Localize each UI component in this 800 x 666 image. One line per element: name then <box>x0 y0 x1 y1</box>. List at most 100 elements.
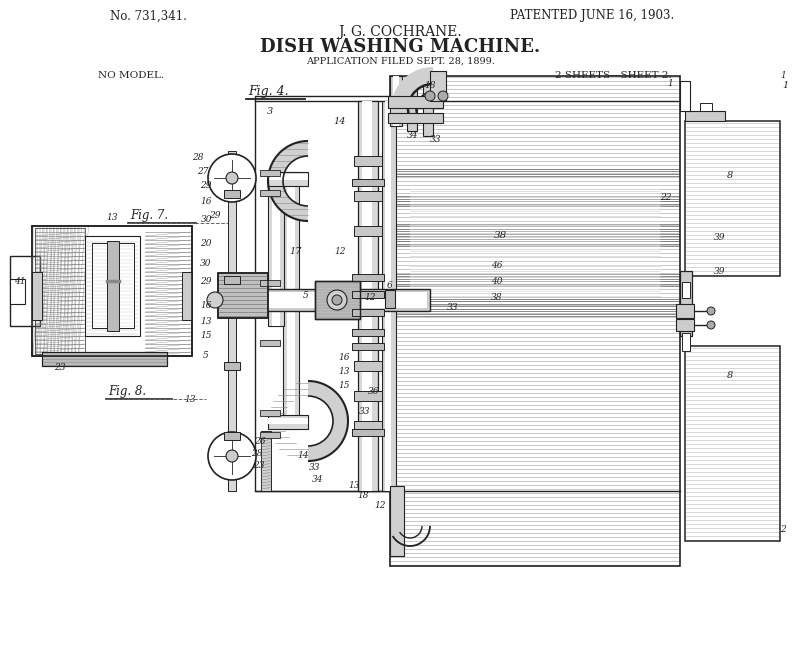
Bar <box>676 319 694 331</box>
Text: 3: 3 <box>267 107 273 115</box>
Bar <box>224 362 240 370</box>
Bar <box>32 226 192 356</box>
Text: 33: 33 <box>447 304 458 312</box>
Bar <box>260 170 280 176</box>
Bar <box>682 282 690 298</box>
Bar <box>352 309 384 316</box>
Bar <box>354 391 382 401</box>
Circle shape <box>207 292 223 308</box>
Text: 22: 22 <box>660 194 672 202</box>
Text: 46: 46 <box>491 262 502 270</box>
Bar <box>352 329 384 336</box>
Bar <box>388 113 443 123</box>
Text: Fig. 7.: Fig. 7. <box>130 210 168 222</box>
Bar <box>385 290 395 308</box>
Bar <box>388 96 443 108</box>
Bar <box>354 421 382 431</box>
Circle shape <box>208 154 256 202</box>
Wedge shape <box>268 141 308 221</box>
Circle shape <box>208 432 256 480</box>
Text: 30: 30 <box>200 260 212 268</box>
Circle shape <box>707 321 715 329</box>
Bar <box>260 410 280 416</box>
Text: 16: 16 <box>200 302 212 310</box>
Bar <box>682 333 690 351</box>
Text: 8: 8 <box>727 372 733 380</box>
Text: 1: 1 <box>780 71 786 81</box>
Bar <box>42 352 167 366</box>
Text: No. 731,341.: No. 731,341. <box>110 9 187 23</box>
Bar <box>255 96 395 491</box>
Text: 13: 13 <box>348 482 360 490</box>
Text: DISH WASHING MACHINE.: DISH WASHING MACHINE. <box>260 38 540 56</box>
Text: 23: 23 <box>54 362 66 372</box>
Text: 34: 34 <box>407 131 418 141</box>
Text: 40: 40 <box>491 276 502 286</box>
Text: 34: 34 <box>312 476 324 484</box>
Text: 18: 18 <box>424 81 436 89</box>
Circle shape <box>226 450 238 462</box>
Bar <box>382 101 396 491</box>
Text: Fig. 4.: Fig. 4. <box>248 85 289 99</box>
Text: 14: 14 <box>298 452 309 460</box>
Bar <box>362 101 372 491</box>
Bar <box>354 226 382 236</box>
Text: 28: 28 <box>251 448 262 458</box>
Text: 6: 6 <box>387 282 393 290</box>
Wedge shape <box>391 67 433 123</box>
Bar <box>423 76 433 136</box>
Text: 38: 38 <box>491 294 502 302</box>
Bar <box>287 172 295 429</box>
Text: 15: 15 <box>200 332 212 340</box>
Circle shape <box>332 295 342 305</box>
Bar <box>352 179 384 186</box>
Text: 20: 20 <box>200 240 212 248</box>
Circle shape <box>327 290 347 310</box>
Bar <box>260 190 280 196</box>
Bar <box>0 0 800 76</box>
Text: 28: 28 <box>192 153 204 163</box>
Bar <box>352 291 384 298</box>
Text: 30: 30 <box>202 214 213 224</box>
Text: 2: 2 <box>780 525 786 535</box>
Bar <box>390 76 402 126</box>
Text: 12: 12 <box>364 294 376 302</box>
Bar <box>32 272 42 320</box>
Bar <box>260 340 280 346</box>
Text: 13: 13 <box>200 316 212 326</box>
Text: 27: 27 <box>198 168 209 176</box>
Text: NO MODEL.: NO MODEL. <box>98 71 164 81</box>
Bar <box>261 431 271 491</box>
Circle shape <box>707 307 715 315</box>
Text: 26: 26 <box>254 436 266 446</box>
Bar <box>393 76 399 126</box>
Bar <box>354 361 382 371</box>
Text: 5: 5 <box>203 352 209 360</box>
Text: PATENTED JUNE 16, 1903.: PATENTED JUNE 16, 1903. <box>510 9 674 23</box>
Bar <box>268 172 308 186</box>
Bar <box>700 103 712 111</box>
Bar <box>218 273 268 318</box>
Text: 17: 17 <box>290 246 302 256</box>
Bar <box>35 228 85 354</box>
Bar <box>390 486 404 556</box>
Text: 12: 12 <box>374 501 386 511</box>
Bar <box>42 352 167 366</box>
Bar <box>352 429 384 436</box>
Bar <box>354 156 382 166</box>
Bar <box>352 343 384 350</box>
Text: 12: 12 <box>334 246 346 256</box>
Text: 29: 29 <box>200 278 212 286</box>
Text: 14: 14 <box>334 117 346 125</box>
Text: J. G. COCHRANE.: J. G. COCHRANE. <box>338 25 462 39</box>
Bar <box>315 281 360 319</box>
Bar <box>407 76 417 131</box>
Bar <box>390 295 425 303</box>
Bar <box>680 81 690 111</box>
Bar <box>228 151 236 491</box>
Bar <box>224 190 240 198</box>
Bar <box>268 181 284 326</box>
Bar <box>224 432 240 440</box>
Circle shape <box>425 91 435 101</box>
Bar <box>390 76 680 566</box>
